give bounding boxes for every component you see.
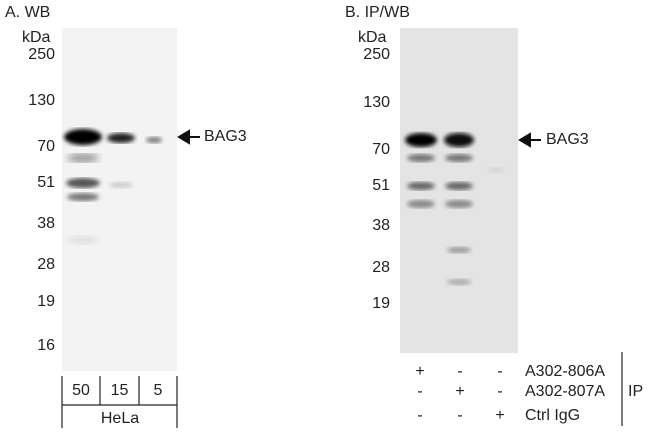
panel-title: B. IP/WB <box>345 4 410 21</box>
marker-label: 19 <box>37 293 55 310</box>
ip-cell: + <box>455 383 464 400</box>
lane-label: 15 <box>111 382 129 399</box>
marker-label: 250 <box>28 46 55 63</box>
ip-label: Ctrl IgG <box>525 407 580 424</box>
marker-label: 16 <box>37 337 55 354</box>
marker-label: 70 <box>37 138 55 155</box>
marker-label: 130 <box>363 94 390 111</box>
target-label: BAG3 <box>204 128 247 145</box>
cell-line: HeLa <box>101 410 139 427</box>
unit-label: kDa <box>358 29 387 46</box>
ip-label: A302-806A <box>525 363 605 380</box>
marker-label: 51 <box>372 177 390 194</box>
ip-cell: + <box>415 363 424 380</box>
ip-cell: - <box>417 407 422 424</box>
blot-b <box>400 28 518 353</box>
target-label: BAG3 <box>546 131 589 148</box>
ip-label: A302-807A <box>525 383 605 400</box>
marker-label: 28 <box>372 259 390 276</box>
group-label: IP <box>628 383 643 400</box>
lane-box <box>61 352 623 428</box>
ip-cell: - <box>457 407 462 424</box>
marker-label: 38 <box>37 215 55 232</box>
ip-cell: - <box>497 363 502 380</box>
marker-label: 19 <box>372 295 390 312</box>
ip-cell: + <box>495 407 504 424</box>
ip-cell: - <box>417 383 422 400</box>
marker-label: 51 <box>37 174 55 191</box>
lane-label: 5 <box>154 382 163 399</box>
marker-label: 38 <box>372 217 390 234</box>
unit-label: kDa <box>22 29 51 46</box>
marker-label: 250 <box>363 46 390 63</box>
marker-label: 130 <box>28 92 55 109</box>
blot-a <box>62 28 177 371</box>
ip-cell: - <box>457 363 462 380</box>
lane-label: 50 <box>72 382 90 399</box>
arrows <box>177 129 541 148</box>
ip-cell: - <box>497 383 502 400</box>
marker-label: 70 <box>372 141 390 158</box>
panel-title: A. WB <box>5 4 50 21</box>
marker-label: 28 <box>37 256 55 273</box>
